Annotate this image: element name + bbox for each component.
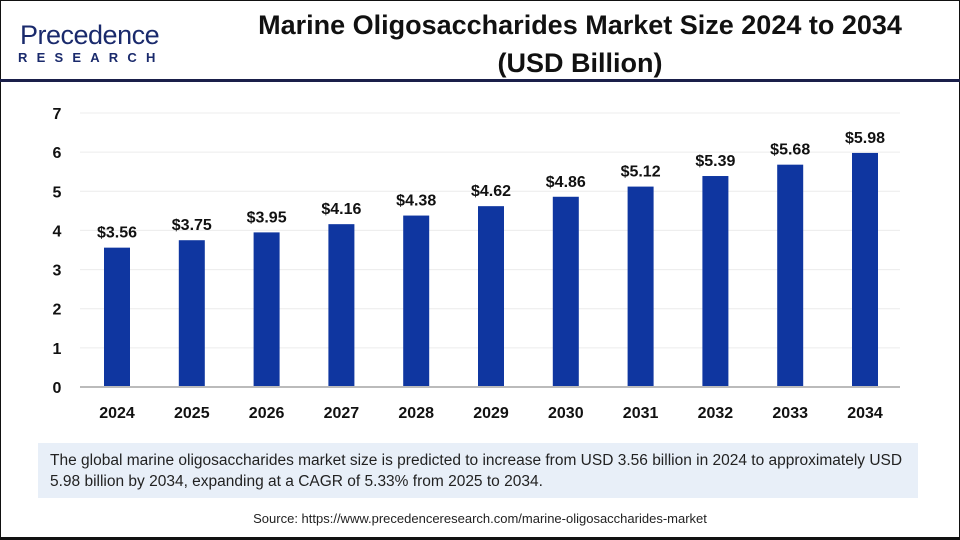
x-tick-label: 2025 xyxy=(174,405,210,422)
y-tick-label: 3 xyxy=(53,263,62,280)
x-tick-label: 2027 xyxy=(324,405,360,422)
data-label: $4.62 xyxy=(471,183,511,200)
x-tick-label: 2030 xyxy=(548,405,584,422)
x-tick-label: 2026 xyxy=(249,405,285,422)
x-tick-label: 2028 xyxy=(398,405,434,422)
data-label: $5.68 xyxy=(770,142,810,159)
y-tick-label: 6 xyxy=(53,145,62,162)
y-tick-label: 4 xyxy=(53,223,62,240)
x-tick-label: 2031 xyxy=(623,405,659,422)
bar xyxy=(328,224,355,387)
logo-wordmark: Precedence xyxy=(20,20,160,50)
source-text: Source: https://www.precedenceresearch.c… xyxy=(253,511,707,526)
x-tick-label: 2029 xyxy=(473,405,509,422)
data-label: $5.12 xyxy=(621,164,661,181)
brand-logo: Precedence RESEARCH xyxy=(16,20,166,65)
x-tick-label: 2032 xyxy=(698,405,734,422)
bar xyxy=(552,196,579,387)
y-tick-label: 0 xyxy=(53,380,62,397)
data-label: $4.38 xyxy=(396,193,436,210)
data-label: $5.98 xyxy=(845,130,885,147)
bar xyxy=(777,164,804,387)
chart-title: Marine Oligosaccharides Market Size 2024… xyxy=(200,6,960,82)
data-label: $4.86 xyxy=(546,174,586,191)
data-label: $5.39 xyxy=(695,153,735,170)
y-tick-label: 1 xyxy=(53,341,62,358)
data-label: $3.95 xyxy=(247,209,287,226)
y-tick-label: 5 xyxy=(53,184,62,201)
bar xyxy=(478,206,504,387)
bar-chart: 0 1 2 3 4 5 6 7 $3.56 2024 $3.75 2025 $3.95 2026 $4.16… xyxy=(53,106,900,422)
bar xyxy=(702,176,729,387)
logo-subtitle: RESEARCH xyxy=(18,50,165,65)
bar xyxy=(627,186,654,387)
data-label: $4.16 xyxy=(321,201,361,218)
x-tick-label: 2033 xyxy=(772,405,808,422)
bar xyxy=(253,232,280,387)
bar xyxy=(178,240,205,387)
title-line-2: (USD Billion) xyxy=(497,48,663,78)
y-tick-label: 2 xyxy=(53,302,62,319)
bar xyxy=(403,215,430,387)
bar xyxy=(852,152,878,387)
data-label: $3.56 xyxy=(97,225,137,242)
y-tick-label: 7 xyxy=(53,106,62,123)
summary-note: The global marine oligosaccharides marke… xyxy=(38,443,918,498)
x-tick-label: 2024 xyxy=(99,405,135,422)
title-line-1: Marine Oligosaccharides Market Size 2024… xyxy=(258,10,902,40)
data-label: $3.75 xyxy=(172,217,212,234)
header-divider xyxy=(0,79,960,82)
bar xyxy=(104,247,130,387)
x-tick-label: 2034 xyxy=(847,405,883,422)
